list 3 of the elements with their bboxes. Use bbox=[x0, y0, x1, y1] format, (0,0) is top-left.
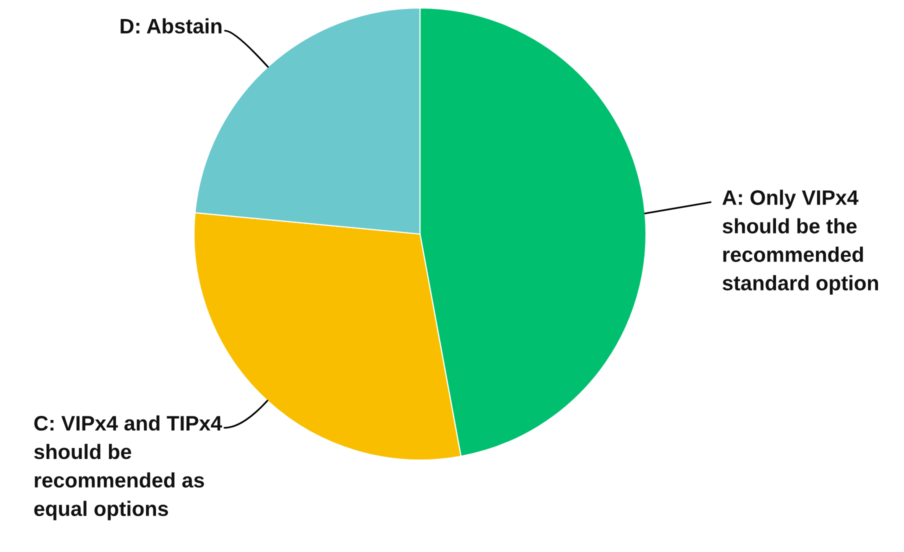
slice-label: D: Abstain bbox=[120, 18, 222, 34]
slice-label: A: Only VIPx4 should be the recommended standard option bbox=[722, 190, 878, 295]
slice-label: C: VIPx4 and TIPx4 should be recommended as equal options bbox=[34, 415, 222, 520]
